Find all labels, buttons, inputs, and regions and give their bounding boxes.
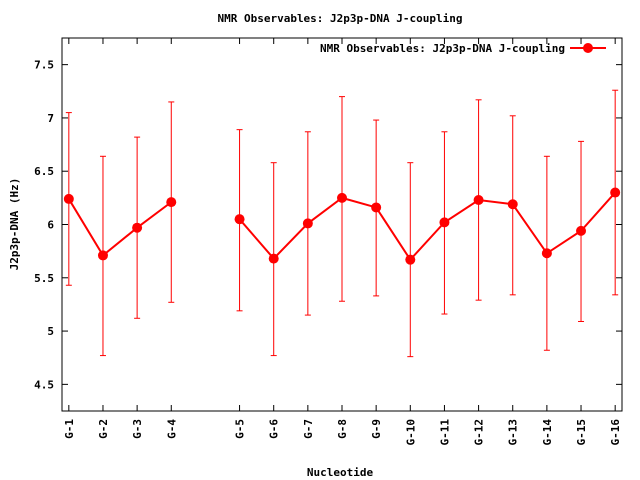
data-points — [63, 187, 621, 265]
data-point — [337, 192, 347, 203]
y-axis-label: J2p3p-DNA (Hz) — [8, 178, 21, 271]
series-lines — [67, 191, 616, 262]
legend-entry-label: NMR Observables: J2p3p-DNA J-coupling — [320, 42, 565, 55]
y-tick-label: 6 — [47, 219, 54, 232]
y-tick-label: 5.5 — [34, 272, 54, 285]
x-tick-label: G-1 — [63, 419, 76, 439]
x-tick-label: G-11 — [438, 419, 451, 446]
x-tick-label: G-6 — [268, 419, 281, 439]
data-point — [166, 197, 177, 208]
chart-title: NMR Observables: J2p3p-DNA J-coupling — [217, 12, 462, 25]
x-tick-label: G-4 — [165, 419, 178, 439]
x-tick-label: G-13 — [507, 419, 520, 446]
data-point — [576, 225, 587, 236]
series-line — [67, 198, 172, 257]
data-point — [610, 187, 621, 198]
y-tick-label: 7.5 — [34, 59, 54, 72]
x-tick-label: G-3 — [131, 419, 144, 439]
x-tick-label: G-15 — [575, 419, 588, 446]
y-tick-label: 7 — [47, 112, 54, 125]
data-point — [405, 254, 416, 265]
x-tick-label: G-2 — [97, 419, 110, 439]
error-bars — [65, 89, 619, 358]
data-point — [97, 250, 108, 261]
x-tick-label: G-14 — [541, 419, 554, 446]
data-point — [439, 217, 450, 228]
y-tick-label: 6.5 — [34, 165, 54, 178]
data-point — [507, 199, 518, 210]
x-tick-label: G-10 — [404, 419, 417, 446]
data-point — [371, 202, 382, 213]
y-tick-label: 5 — [47, 325, 54, 338]
data-point — [234, 214, 245, 225]
x-tick-label: G-8 — [336, 419, 349, 439]
x-tick-label: G-7 — [302, 419, 315, 439]
data-point — [132, 222, 143, 233]
x-tick-label: G-5 — [234, 419, 247, 439]
y-tick-label: 4.5 — [34, 378, 54, 391]
x-tick-label: G-9 — [370, 419, 383, 439]
x-axis-ticks: G-1 G-2 G-3 G-4 G-5 G-6 G-7 G-8 G-9 G-10 G-11 G-12 G… — [63, 38, 622, 446]
x-axis-label: Nucleotide — [307, 466, 374, 479]
legend: NMR Observables: J2p3p-DNA J-coupling — [320, 42, 606, 55]
data-point — [63, 193, 74, 204]
data-point — [541, 248, 552, 259]
legend-marker-swatch — [583, 43, 593, 53]
data-point — [302, 218, 313, 229]
x-tick-label: G-16 — [609, 419, 622, 446]
series-line — [238, 191, 616, 262]
data-point — [268, 253, 279, 264]
data-point — [473, 194, 484, 205]
x-tick-label: G-12 — [473, 419, 486, 446]
y-axis-ticks: 4.5 5 5.5 6 6.5 7 7.5 — [34, 59, 622, 391]
